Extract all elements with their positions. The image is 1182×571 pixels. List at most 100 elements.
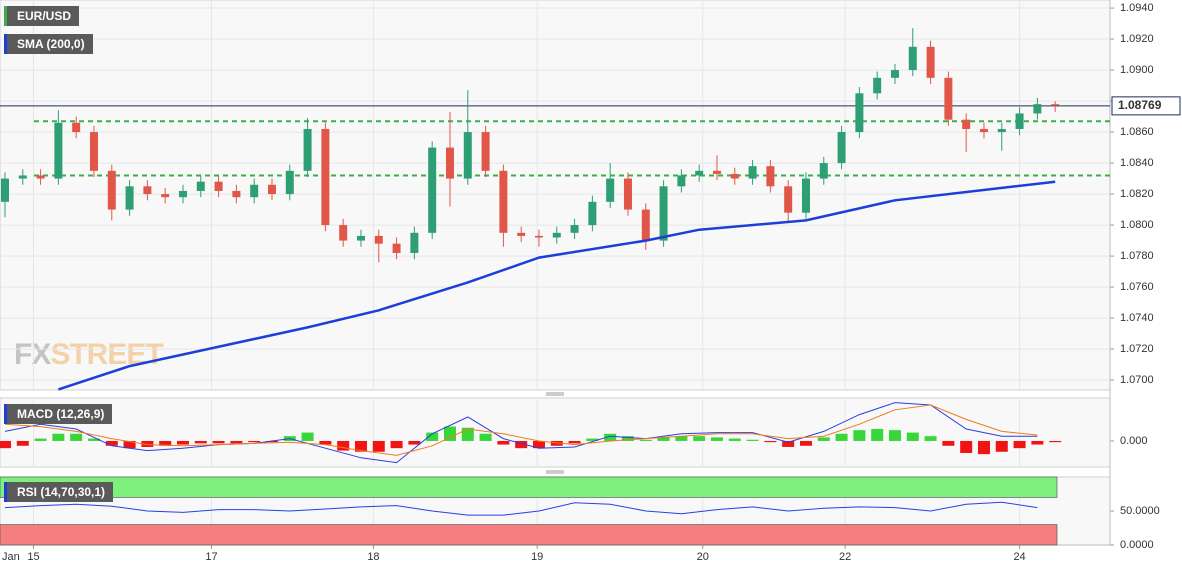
last-price-box: [1111, 96, 1181, 116]
macd-bar: [16, 440, 29, 446]
macd-bar: [212, 440, 225, 444]
month-label: Jan: [2, 551, 20, 563]
y-tick-label: 0.000: [1120, 435, 1148, 447]
candle-body: [659, 186, 668, 241]
y-tick-label: 1.0760: [1120, 281, 1154, 293]
macd-bar: [461, 427, 474, 441]
macd-bar: [728, 438, 741, 441]
watermark: FXSTREET: [14, 338, 163, 371]
candle-body: [926, 46, 935, 78]
candle-body: [232, 190, 241, 198]
x-tick-label: 22: [839, 551, 851, 563]
macd-bar: [693, 436, 706, 441]
rsi-band: [0, 476, 1058, 498]
candle-body: [819, 163, 828, 179]
candle-body: [677, 175, 686, 187]
macd-bar: [70, 433, 83, 441]
rsi-label: RSI (14,70,30,1): [4, 482, 114, 502]
x-tick-label: 19: [531, 551, 543, 563]
candle-body: [54, 122, 63, 179]
candle-body: [392, 243, 401, 253]
candle-body: [72, 122, 81, 133]
candle-body: [641, 209, 650, 241]
macd-bar: [354, 440, 367, 452]
candle-body: [855, 93, 864, 133]
macd-bar: [443, 426, 456, 441]
candle-body: [267, 184, 276, 195]
candle-body: [428, 147, 437, 233]
candle-body: [463, 132, 472, 179]
macd-bar: [141, 440, 154, 447]
macd-bar: [942, 440, 955, 446]
macd-bar: [1049, 440, 1062, 443]
y-tick-label: 50.0000: [1120, 505, 1160, 517]
macd-bar: [123, 440, 136, 449]
macd-bar: [960, 440, 973, 453]
macd-bar: [782, 440, 795, 447]
macd-bar: [977, 440, 990, 455]
candle-body: [1033, 104, 1042, 114]
candle-body: [196, 181, 205, 191]
macd-bar: [817, 437, 830, 441]
y-tick-label: 1.0840: [1120, 157, 1154, 169]
candle-body: [374, 235, 383, 244]
y-tick-label: 1.0920: [1120, 33, 1154, 45]
candle-body: [517, 232, 526, 236]
y-tick-label: 0.0000: [1120, 539, 1154, 551]
macd-bar: [853, 430, 866, 441]
macd-bar: [265, 440, 278, 443]
candle-body: [18, 175, 27, 179]
y-tick-label: 1.0800: [1120, 219, 1154, 231]
candle-body: [873, 77, 882, 94]
y-tick-label: 1.0700: [1120, 374, 1154, 386]
macd-bar: [176, 440, 189, 445]
candle-body: [588, 201, 597, 226]
candle-body: [499, 170, 508, 233]
macd-line: [4, 404, 1038, 456]
candle-body: [107, 170, 116, 210]
rsi-line: [4, 501, 1038, 516]
candle-body: [178, 190, 187, 198]
candle-body: [784, 186, 793, 213]
macd-bar: [159, 440, 172, 446]
macd-bar: [1031, 440, 1044, 445]
macd-bar: [906, 432, 919, 441]
macd-bar: [550, 440, 563, 446]
y-tick-label: 1.0860: [1120, 126, 1154, 138]
symbol-label: EUR/USD: [4, 6, 80, 26]
candle-body: [552, 232, 561, 238]
macd-line: [4, 402, 1038, 464]
candle-body: [979, 128, 988, 133]
candle-body: [303, 128, 312, 171]
candle-body: [321, 128, 330, 226]
panel-grip: [546, 392, 564, 474]
macd-bar: [52, 433, 65, 441]
macd-bar: [248, 440, 261, 443]
watermark-street: STREET: [50, 338, 163, 371]
macd-bar: [604, 433, 617, 441]
candle-body: [534, 235, 543, 238]
candle-body: [125, 186, 134, 210]
macd-bar: [301, 432, 314, 441]
candle-body: [339, 225, 348, 241]
x-tick-label: 18: [367, 551, 379, 563]
candle-body: [997, 128, 1006, 133]
candle-body: [143, 186, 152, 195]
macd-bar: [924, 436, 937, 441]
candle-body: [908, 46, 917, 71]
x-tick-label: 20: [697, 551, 709, 563]
macd-bar: [194, 440, 207, 444]
y-tick-label: 1.0940: [1120, 2, 1154, 14]
x-tick-label: 24: [1013, 551, 1025, 563]
candle-body: [606, 178, 615, 202]
candle-body: [962, 119, 971, 129]
candle-body: [36, 175, 45, 179]
macd-bar: [621, 436, 634, 441]
candle-body: [623, 178, 632, 210]
last-price-label: 1.08769: [1118, 98, 1162, 112]
candle-body: [356, 235, 365, 241]
macd-bar: [835, 433, 848, 441]
macd-bar: [105, 440, 118, 446]
candle-body: [0, 178, 9, 202]
